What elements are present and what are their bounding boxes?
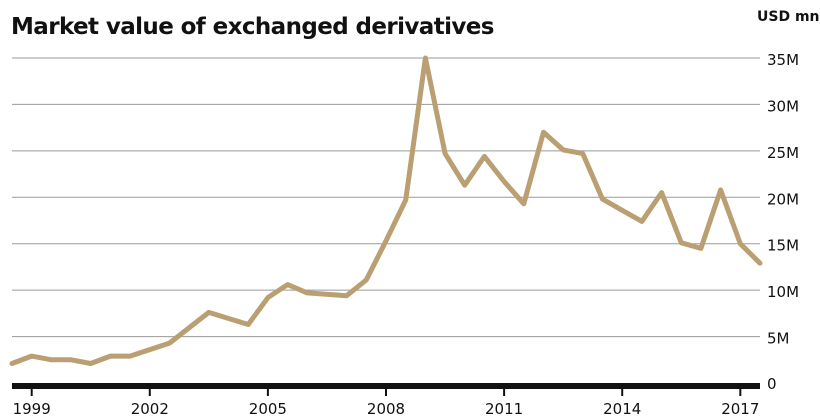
y-tick-label: 15M: [767, 237, 799, 255]
y-tick-label: 10M: [767, 283, 799, 301]
x-tick-label: 2002: [131, 400, 169, 417]
x-tick-label: 2011: [485, 400, 523, 417]
y-tick-label: 0: [767, 375, 777, 393]
x-tick-label: 2017: [721, 400, 759, 417]
x-tick-label: 2014: [603, 400, 641, 417]
x-tick-label: 2008: [367, 400, 405, 417]
series-line: [9, 55, 763, 366]
x-tick-label: 1999: [13, 400, 51, 417]
x-tick-label: 2005: [249, 400, 287, 417]
y-tick-label: 25M: [767, 144, 799, 162]
chart-title: Market value of exchanged derivatives: [11, 14, 494, 40]
y-tick-label: 35M: [767, 51, 799, 69]
y-tick-label: 30M: [767, 97, 799, 115]
y-tick-label: 20M: [767, 190, 799, 208]
y-tick-label: 5M: [767, 330, 790, 348]
unit-label: USD mn: [757, 9, 820, 25]
x-axis-baseline: [12, 383, 760, 389]
